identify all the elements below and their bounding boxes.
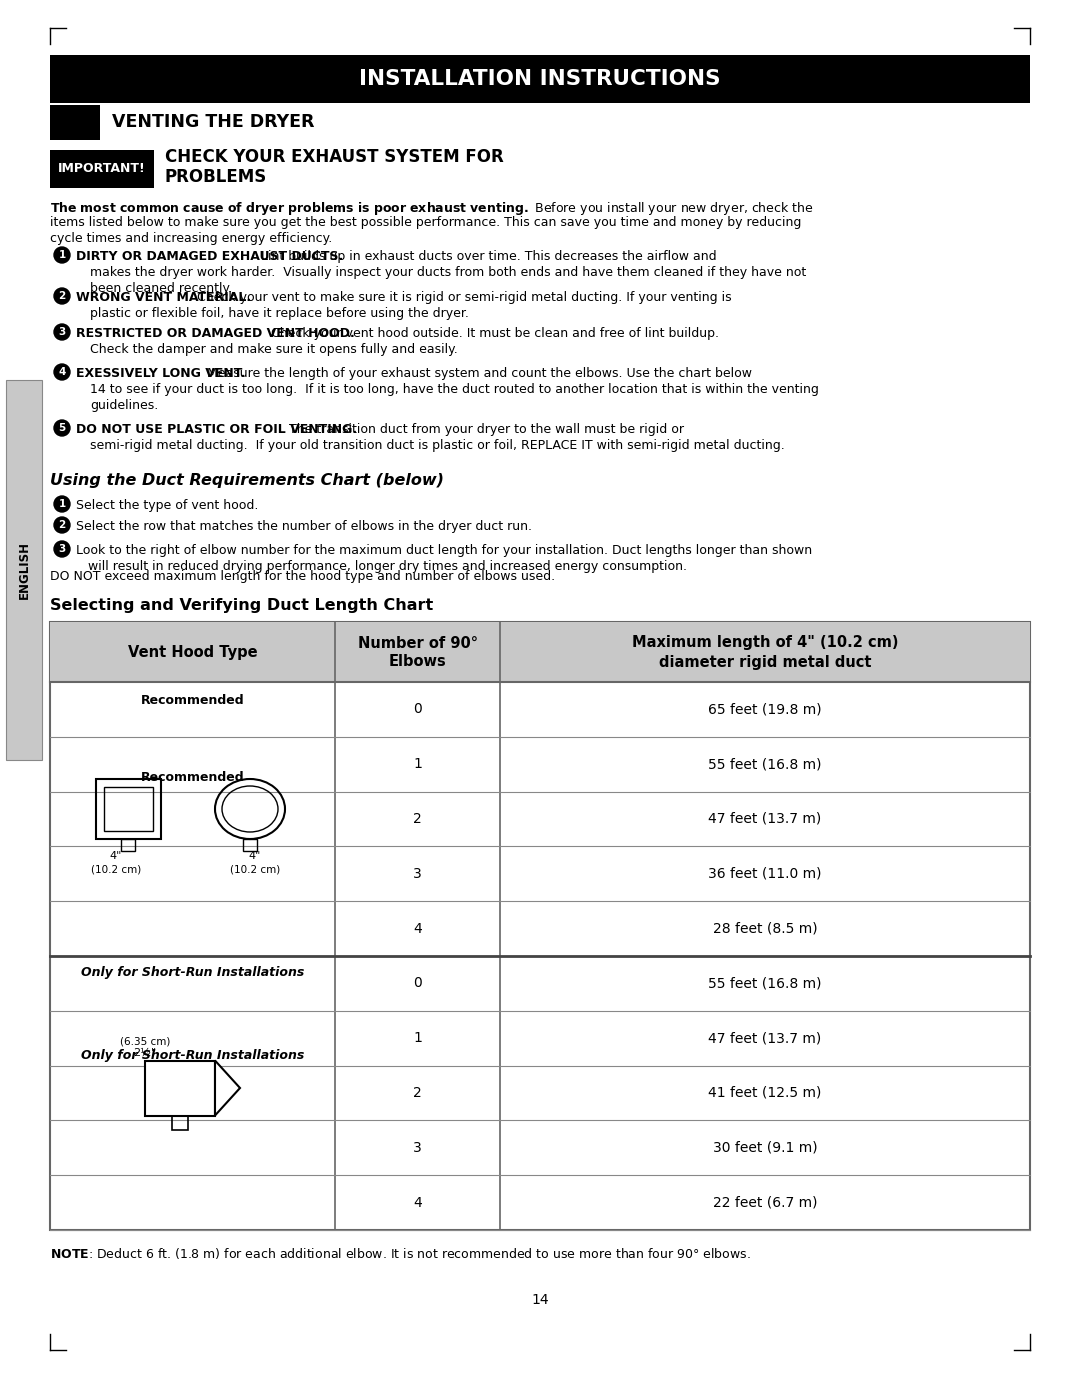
Bar [50,621,1030,682]
Polygon shape [215,1061,240,1116]
Text: 2: 2 [58,291,66,300]
Text: Select the type of vent hood.: Select the type of vent hood. [76,499,258,513]
Text: 14: 14 [531,1293,549,1306]
Text: The transition duct from your dryer to the wall must be rigid or: The transition duct from your dryer to t… [281,423,684,435]
Text: Only for Short-Run Installations: Only for Short-Run Installations [81,966,305,978]
Bar [95,779,161,839]
Text: Check your vent hood outside. It must be clean and free of lint buildup.: Check your vent hood outside. It must be… [264,327,719,340]
Text: 2: 2 [414,812,422,825]
Text: 1: 1 [413,757,422,772]
Text: 3: 3 [58,327,66,338]
Text: 47 feet (13.7 m): 47 feet (13.7 m) [708,812,822,825]
Text: 2: 2 [58,520,66,531]
Bar [104,787,152,831]
Text: Elbows: Elbows [389,655,446,670]
Text: semi-rigid metal ducting.  If your old transition duct is plastic or foil, REPLA: semi-rigid metal ducting. If your old tr… [90,440,785,452]
Text: DIRTY OR DAMAGED EXHAUST DUCTS.: DIRTY OR DAMAGED EXHAUST DUCTS. [76,249,343,263]
Text: IMPORTANT!: IMPORTANT! [58,163,146,175]
Circle shape [54,364,70,380]
Text: PROBLEMS: PROBLEMS [165,168,267,186]
Text: 3: 3 [414,1141,422,1155]
Text: 5: 5 [58,423,66,433]
Text: 2: 2 [414,1086,422,1100]
Text: Recommended: Recommended [140,695,244,707]
Text: items listed below to make sure you get the best possible performance. This can : items listed below to make sure you get … [50,216,801,229]
Bar [50,55,1030,103]
Text: (10.2 cm): (10.2 cm) [91,864,141,874]
Text: $\bf{The\ most\ common\ cause\ of\ dryer\ problems\ is\ poor\ exhaust\ venting.}: $\bf{The\ most\ common\ cause\ of\ dryer… [50,200,813,216]
Text: Measure the length of your exhaust system and count the elbows. Use the chart be: Measure the length of your exhaust syste… [199,367,752,380]
Text: 4": 4" [110,852,122,861]
Text: (6.35 cm): (6.35 cm) [120,1036,171,1046]
Text: 3: 3 [58,544,66,554]
Text: 4": 4" [248,852,261,861]
Text: 28 feet (8.5 m): 28 feet (8.5 m) [713,922,818,936]
Circle shape [54,542,70,557]
Text: WRONG VENT MATERIAL.: WRONG VENT MATERIAL. [76,291,252,305]
Bar [145,1061,215,1116]
Text: Selecting and Verifying Duct Length Chart: Selecting and Verifying Duct Length Char… [50,598,433,613]
Text: plastic or flexible foil, have it replace before using the dryer.: plastic or flexible foil, have it replac… [90,307,469,320]
Text: been cleaned recently.: been cleaned recently. [90,282,232,295]
Text: Recommended: Recommended [140,772,244,784]
Bar [121,839,135,852]
Bar [50,621,1030,1231]
Text: 41 feet (12.5 m): 41 feet (12.5 m) [708,1086,822,1100]
Text: 14 to see if your duct is too long.  If it is too long, have the duct routed to : 14 to see if your duct is too long. If i… [90,383,819,395]
Text: DO NOT exceed maximum length for the hood type and number of elbows used.: DO NOT exceed maximum length for the hoo… [50,570,555,583]
Circle shape [54,496,70,513]
Text: 4: 4 [414,1196,422,1210]
Bar [50,150,154,187]
Circle shape [54,288,70,305]
Text: Using the Duct Requirements Chart (below): Using the Duct Requirements Chart (below… [50,473,444,488]
Text: Look to the right of elbow number for the maximum duct length for your installat: Look to the right of elbow number for th… [76,544,812,557]
Text: Check the damper and make sure it opens fully and easily.: Check the damper and make sure it opens … [90,343,458,356]
Text: 0: 0 [414,977,422,991]
Bar [243,839,257,852]
Text: 22 feet (6.7 m): 22 feet (6.7 m) [713,1196,818,1210]
Text: 3: 3 [414,867,422,881]
Text: 4: 4 [414,922,422,936]
Bar [172,1116,188,1130]
Text: 55 feet (16.8 m): 55 feet (16.8 m) [708,977,822,991]
Text: Number of 90°: Number of 90° [357,637,477,652]
Text: diameter rigid metal duct: diameter rigid metal duct [659,655,872,670]
Text: 47 feet (13.7 m): 47 feet (13.7 m) [708,1031,822,1045]
Text: Maximum length of 4" (10.2 cm): Maximum length of 4" (10.2 cm) [632,634,899,649]
Text: 1: 1 [413,1031,422,1045]
Text: Select the row that matches the number of elbows in the dryer duct run.: Select the row that matches the number o… [76,520,532,533]
Text: 55 feet (16.8 m): 55 feet (16.8 m) [708,757,822,772]
Circle shape [54,324,70,340]
Text: 2½": 2½" [133,1049,157,1058]
Text: guidelines.: guidelines. [90,400,159,412]
Text: 36 feet (11.0 m): 36 feet (11.0 m) [708,867,822,881]
Text: INSTALLATION INSTRUCTIONS: INSTALLATION INSTRUCTIONS [360,69,720,90]
Text: Vent Hood Type: Vent Hood Type [127,645,257,660]
Text: ENGLISH: ENGLISH [17,542,30,599]
Text: cycle times and increasing energy efficiency.: cycle times and increasing energy effici… [50,232,333,245]
Text: VENTING THE DRYER: VENTING THE DRYER [112,113,314,131]
Bar [50,105,100,141]
Text: CHECK YOUR EXHAUST SYSTEM FOR: CHECK YOUR EXHAUST SYSTEM FOR [165,147,503,165]
Bar [6,380,42,761]
Text: makes the dryer work harder.  Visually inspect your ducts from both ends and hav: makes the dryer work harder. Visually in… [90,266,807,278]
Text: will result in reduced drying performance, longer dry times and increased energy: will result in reduced drying performanc… [76,559,687,573]
Text: 30 feet (9.1 m): 30 feet (9.1 m) [713,1141,818,1155]
Text: RESTRICTED OR DAMAGED VENT HOOD.: RESTRICTED OR DAMAGED VENT HOOD. [76,327,354,340]
Text: DO NOT USE PLASTIC OR FOIL VENTING.: DO NOT USE PLASTIC OR FOIL VENTING. [76,423,357,435]
Text: (10.2 cm): (10.2 cm) [230,864,280,874]
Text: EXESSIVELY LONG VENT.: EXESSIVELY LONG VENT. [76,367,245,380]
Text: 4: 4 [58,367,66,378]
Text: 65 feet (19.8 m): 65 feet (19.8 m) [708,703,822,717]
Circle shape [54,420,70,435]
Text: Lint builds up in exhaust ducts over time. This decreases the airflow and: Lint builds up in exhaust ducts over tim… [257,249,717,263]
Text: 1: 1 [58,249,66,260]
Text: 0: 0 [414,703,422,717]
Text: Only for Short-Run Installations: Only for Short-Run Installations [81,1049,305,1062]
Text: $\bf{NOTE}$: Deduct 6 ft. (1.8 m) for each additional elbow. It is not recommend: $\bf{NOTE}$: Deduct 6 ft. (1.8 m) for ea… [50,1246,751,1261]
Text: Check your vent to make sure it is rigid or semi-rigid metal ducting. If your ve: Check your vent to make sure it is rigid… [193,291,731,305]
Circle shape [54,247,70,263]
Circle shape [54,517,70,533]
Text: 1: 1 [58,499,66,508]
